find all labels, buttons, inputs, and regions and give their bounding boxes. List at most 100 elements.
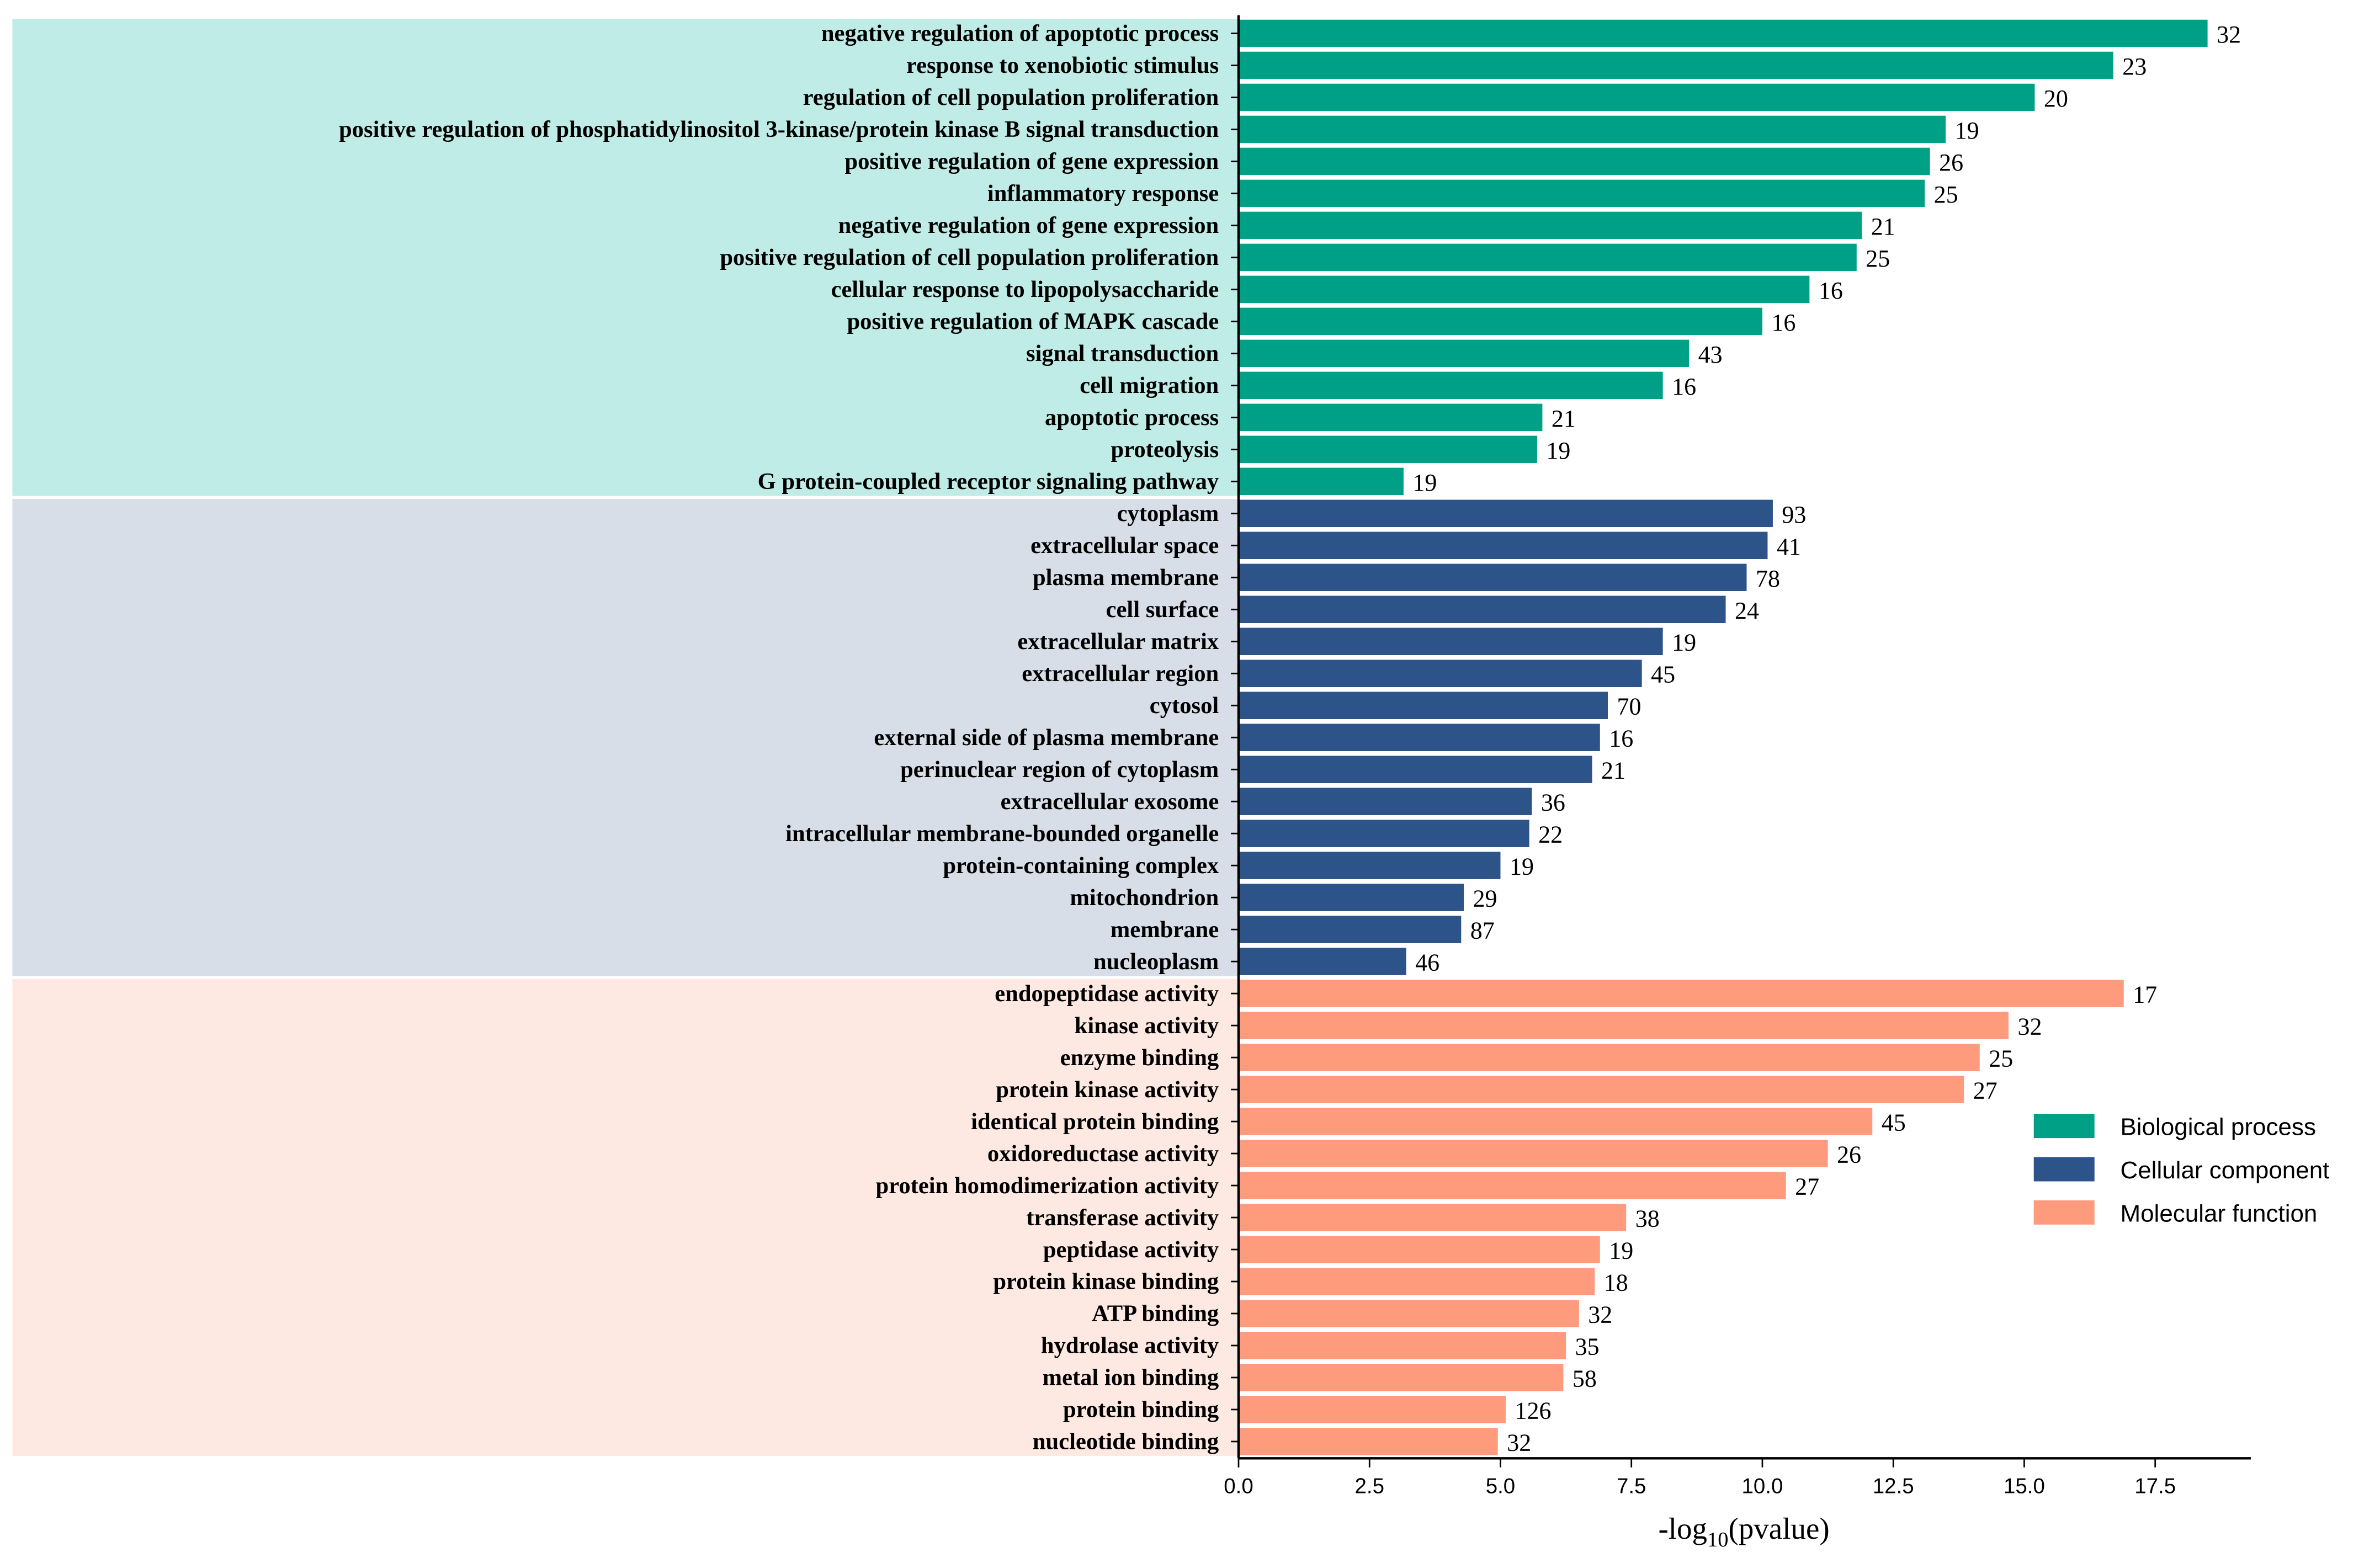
count-label: 19 [1955,117,1979,144]
bar [1238,435,1537,464]
count-label: 78 [1756,565,1780,592]
category-label: hydrolase activity [1041,1333,1219,1359]
count-label: 19 [1672,629,1696,656]
category-bands [12,19,1239,1456]
count-label: 87 [1470,917,1495,944]
count-label: 22 [1538,821,1563,848]
count-label: 21 [1871,213,1895,240]
category-label: extracellular exosome [1001,789,1219,815]
band-biological-process [12,19,1239,496]
count-label: 43 [1698,341,1723,368]
count-label: 16 [1819,277,1843,304]
category-label: protein binding [1063,1397,1219,1423]
category-label: nucleotide binding [1033,1429,1219,1455]
category-label: cytoplasm [1117,501,1219,527]
category-label: negative regulation of gene expression [838,212,1219,238]
x-tick-label: 5.0 [1486,1475,1516,1498]
count-label: 27 [1795,1173,1819,1200]
bar [1238,243,1857,272]
count-label: 16 [1672,373,1696,400]
category-label: positive regulation of cell population p… [720,244,1219,270]
legend-swatch [2033,1157,2095,1182]
category-label: cellular response to lipopolysaccharide [831,277,1219,302]
bar [1238,1332,1566,1359]
bar [1238,147,1930,176]
bar [1238,1076,1964,1103]
bar [1238,275,1810,304]
category-label: protein kinase binding [993,1269,1219,1295]
x-tick-label: 10.0 [1742,1475,1783,1498]
count-label: 26 [1837,1141,1861,1168]
bar [1238,724,1600,751]
count-label: 16 [1609,725,1633,752]
category-label: endopeptidase activity [995,981,1219,1007]
bar [1238,788,1532,815]
category-label: protein kinase activity [996,1077,1219,1103]
category-label: cell surface [1106,597,1219,623]
bar [1238,1044,1980,1071]
bar [1238,115,1946,143]
bars: negative regulation of apoptotic process… [339,19,2241,1456]
bar [1238,820,1529,847]
bar [1238,371,1663,400]
bar [1238,1396,1506,1423]
legend-swatch [2033,1200,2095,1225]
count-label: 36 [1541,789,1565,816]
count-label: 18 [1604,1269,1628,1296]
category-label: inflammatory response [987,180,1219,206]
legend-label: Cellular component [2120,1157,2329,1184]
category-label: cytosol [1150,693,1219,719]
bar [1238,980,2124,1007]
x-tick-label: 2.5 [1354,1475,1384,1498]
count-label: 21 [1552,405,1576,432]
category-label: metal ion binding [1043,1365,1219,1391]
count-label: 27 [1973,1077,1998,1104]
category-label: protein-containing complex [943,853,1219,879]
count-label: 45 [1882,1109,1906,1136]
category-label: perinuclear region of cytoplasm [900,757,1219,783]
bar [1238,884,1464,911]
legend: Biological process Cellular component Mole… [2033,1114,2329,1227]
bar [1238,307,1762,336]
bar [1238,1140,1828,1167]
band-molecular-function [12,979,1239,1456]
bar [1238,1236,1600,1263]
category-label: cell migration [1080,373,1219,398]
bar [1238,1268,1595,1295]
x-tick-label: 7.5 [1617,1475,1646,1498]
count-label: 70 [1617,693,1641,720]
count-label: 16 [1771,309,1795,336]
category-label: apoptotic process [1045,405,1219,430]
count-label: 45 [1651,661,1675,688]
category-label: external side of plasma membrane [874,725,1219,751]
bar [1238,948,1406,975]
category-label: extracellular matrix [1017,629,1219,655]
category-label: mitochondrion [1070,885,1219,911]
count-label: 32 [2017,1013,2042,1040]
category-label: response to xenobiotic stimulus [906,52,1219,78]
count-label: 46 [1415,949,1439,976]
bar [1238,628,1663,655]
x-tick-label: 17.5 [2134,1475,2176,1498]
category-label: negative regulation of apoptotic process [821,20,1219,46]
count-label: 35 [1575,1333,1600,1360]
count-label: 29 [1473,885,1497,912]
bar [1238,596,1726,624]
x-tick-label: 12.5 [1873,1475,1914,1498]
category-label: signal transduction [1026,341,1219,366]
count-label: 24 [1735,597,1759,624]
bar [1238,916,1462,943]
bar [1238,692,1608,719]
count-label: 17 [2133,981,2157,1008]
count-label: 23 [2122,53,2147,80]
category-label: peptidase activity [1043,1237,1219,1263]
category-label: nucleoplasm [1093,949,1219,975]
count-label: 41 [1777,533,1801,560]
count-label: 32 [1507,1429,1531,1456]
bar [1238,19,2208,47]
count-label: 93 [1782,501,1806,528]
bar [1238,179,1925,208]
category-label: positive regulation of phosphatidylinosi… [339,116,1219,142]
category-label: regulation of cell population proliferat… [803,84,1219,110]
